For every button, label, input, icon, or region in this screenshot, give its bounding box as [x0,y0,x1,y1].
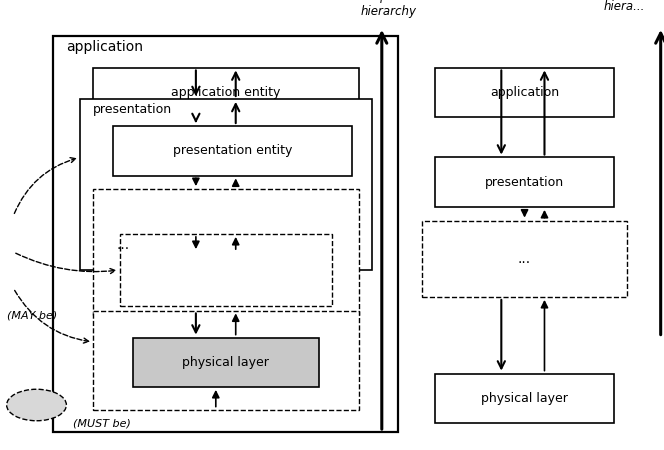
Text: ...: ... [518,252,531,266]
Text: presentation: presentation [485,176,564,189]
Text: (MUST be): (MUST be) [73,418,131,428]
Text: ...: ... [116,238,129,252]
Text: application entity: application entity [171,86,280,99]
Bar [113,126,352,176]
Bar [435,374,614,423]
Bar [422,220,627,297]
Text: presentation: presentation [93,104,172,117]
Bar [93,189,359,315]
Bar [53,36,398,432]
Text: application: application [490,86,559,99]
Text: OSI L...
hiera...: OSI L... hiera... [604,0,645,14]
Text: component
hierarchy: component hierarchy [355,0,422,18]
Bar [133,338,319,387]
Bar [435,68,614,117]
Text: physical layer: physical layer [183,356,269,369]
Text: presentation entity: presentation entity [173,144,292,157]
Text: physical layer: physical layer [481,392,568,405]
Bar [120,234,332,306]
Text: application: application [66,40,143,54]
Bar [80,99,372,270]
Ellipse shape [7,389,66,421]
Bar [93,68,359,117]
Bar [435,158,614,207]
Bar [93,310,359,410]
Text: (MAY be): (MAY be) [7,310,57,320]
